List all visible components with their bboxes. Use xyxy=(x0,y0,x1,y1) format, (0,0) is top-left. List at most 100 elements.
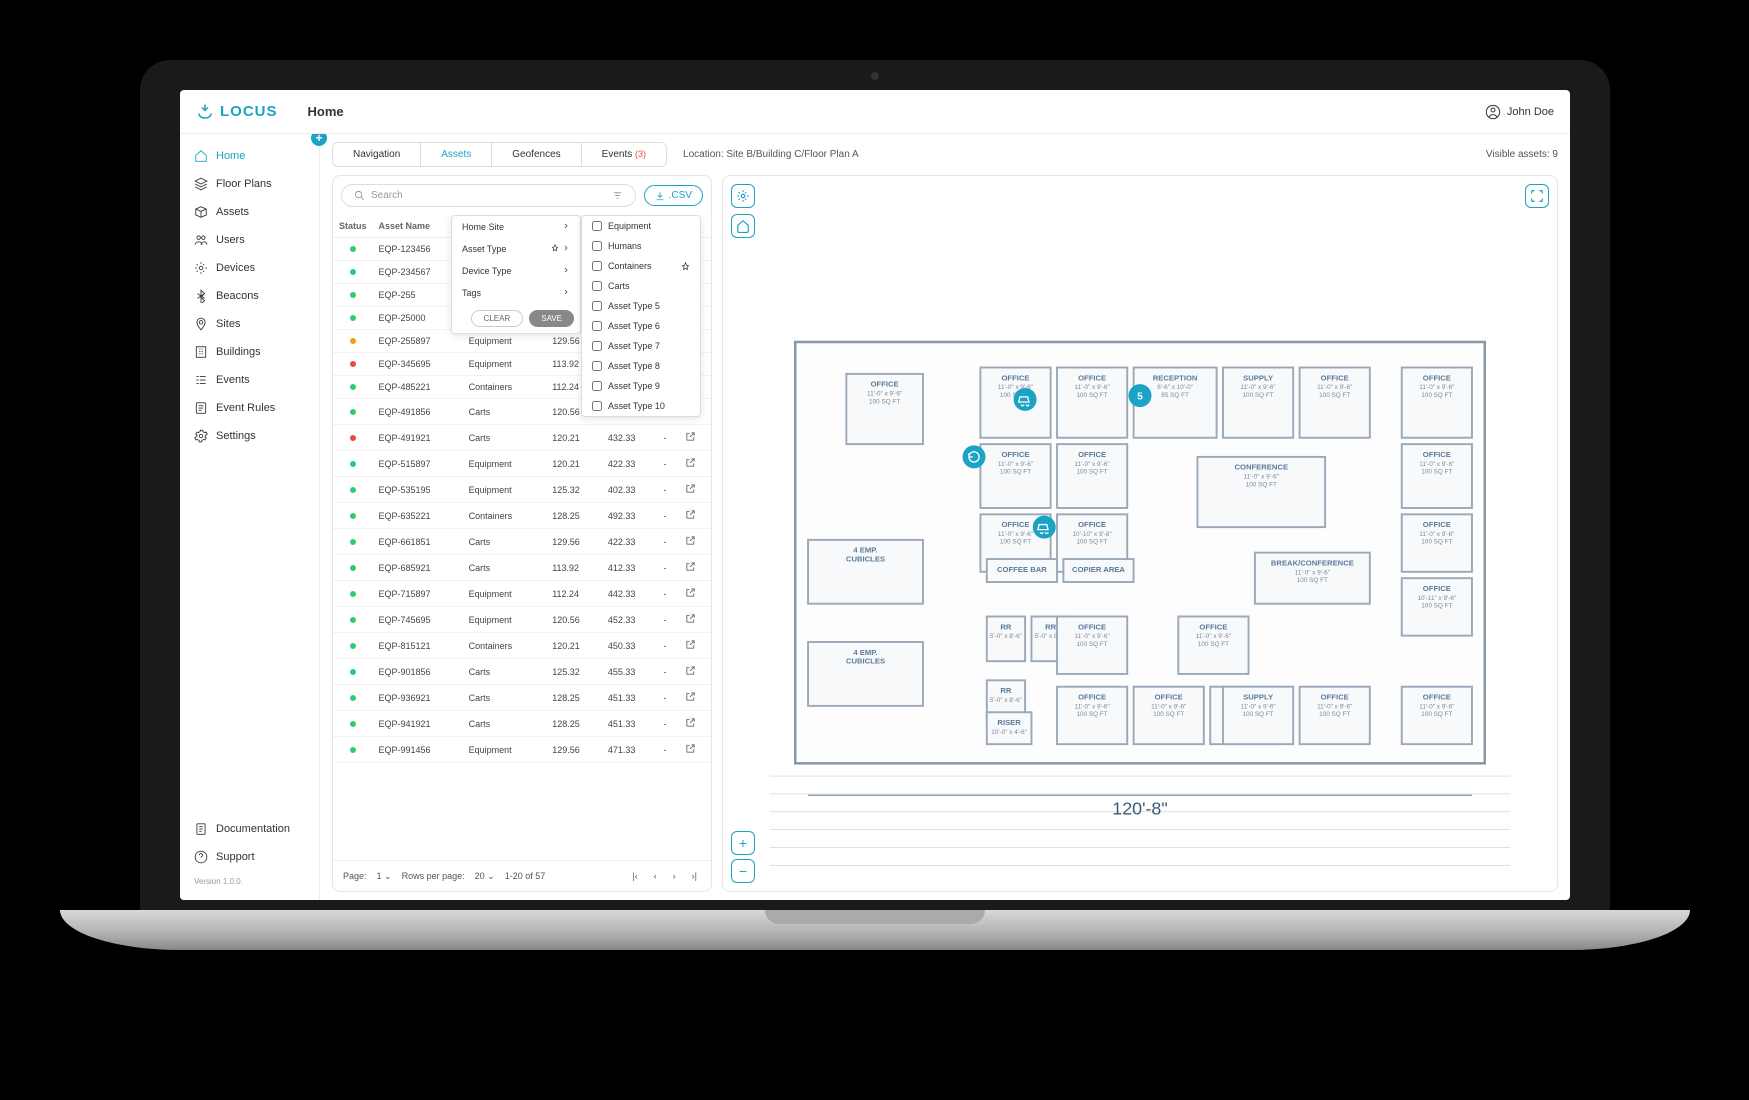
user-menu[interactable]: John Doe xyxy=(1485,104,1554,120)
asset-type-option[interactable]: Asset Type 9 xyxy=(582,376,700,396)
rows-select[interactable]: 20 ⌄ xyxy=(475,871,495,882)
room-sublabel: 100 SQ FT xyxy=(1421,603,1452,610)
table-row[interactable]: EQP-491921 Carts 120.21 432.33 - xyxy=(333,425,711,451)
checkbox[interactable] xyxy=(592,301,602,311)
sidebar-item-label: Devices xyxy=(216,262,255,274)
sidebar-item-assets[interactable]: Assets xyxy=(180,198,319,226)
table-row[interactable]: EQP-715897 Equipment 112.24 442.33 - xyxy=(333,581,711,607)
tab-geofences[interactable]: Geofences xyxy=(492,143,581,166)
filter-item-asset-type[interactable]: Asset Type xyxy=(452,238,580,260)
asset-type-option[interactable]: Asset Type 7 xyxy=(582,336,700,356)
floorplan-panel[interactable]: + − OFFICE11'-0" x 9'-6"100 SQ FTOFFICE1… xyxy=(722,175,1558,892)
logo[interactable]: LOCUS xyxy=(196,103,278,121)
table-row[interactable]: EQP-635221 Containers 128.25 492.33 - xyxy=(333,503,711,529)
asset-type-option[interactable]: Asset Type 10 xyxy=(582,396,700,416)
external-link-icon[interactable] xyxy=(685,509,696,520)
checkbox[interactable] xyxy=(592,341,602,351)
checkbox[interactable] xyxy=(592,381,602,391)
asset-type-option[interactable]: Asset Type 8 xyxy=(582,356,700,376)
external-link-icon[interactable] xyxy=(685,717,696,728)
tab-assets[interactable]: Assets xyxy=(421,143,492,166)
table-row[interactable]: EQP-936921 Carts 128.25 451.33 - xyxy=(333,685,711,711)
cell: - xyxy=(657,633,678,659)
page-first-button[interactable]: |‹ xyxy=(628,869,641,883)
asset-type-option[interactable]: Equipment xyxy=(582,216,700,236)
asset-type-option[interactable]: Humans xyxy=(582,236,700,256)
search-input[interactable]: Search xyxy=(341,184,636,207)
sidebar-item-home[interactable]: Home xyxy=(180,142,319,170)
download-csv-button[interactable]: .CSV xyxy=(644,185,703,206)
cell: 455.33 xyxy=(602,659,658,685)
external-link-icon[interactable] xyxy=(685,431,696,442)
sidebar-item-event-rules[interactable]: Event Rules xyxy=(180,394,319,422)
asset-name-cell: EQP-255897 xyxy=(373,330,463,353)
page-last-button[interactable]: ›| xyxy=(688,869,701,883)
table-row[interactable]: EQP-661851 Carts 129.56 422.33 - xyxy=(333,529,711,555)
cell xyxy=(679,425,711,451)
external-link-icon[interactable] xyxy=(685,561,696,572)
zoom-out-button[interactable]: − xyxy=(731,859,755,883)
sidebar-item-settings[interactable]: Settings xyxy=(180,422,319,450)
table-row[interactable]: EQP-745695 Equipment 120.56 452.33 - xyxy=(333,607,711,633)
filter-item-device-type[interactable]: Device Type xyxy=(452,260,580,282)
filter-clear-button[interactable]: CLEAR xyxy=(471,310,524,327)
filter-icon[interactable] xyxy=(612,190,623,201)
map-fullscreen-button[interactable] xyxy=(1525,184,1549,208)
external-link-icon[interactable] xyxy=(685,587,696,598)
filter-item-home-site[interactable]: Home Site xyxy=(452,216,580,238)
map-home-button[interactable] xyxy=(731,214,755,238)
gear-icon xyxy=(736,189,750,203)
table-row[interactable]: EQP-515897 Equipment 120.21 422.33 - xyxy=(333,451,711,477)
sidebar-item-users[interactable]: Users xyxy=(180,226,319,254)
tab-navigation[interactable]: Navigation xyxy=(333,143,421,166)
checkbox[interactable] xyxy=(592,361,602,371)
asset-type-option[interactable]: Asset Type 6 xyxy=(582,316,700,336)
sidebar-item-support[interactable]: Support xyxy=(180,843,319,871)
map-settings-button[interactable] xyxy=(731,184,755,208)
table-row[interactable]: EQP-941921 Carts 128.25 451.33 - xyxy=(333,711,711,737)
external-link-icon[interactable] xyxy=(685,639,696,650)
sidebar-item-floor-plans[interactable]: Floor Plans xyxy=(180,170,319,198)
checkbox[interactable] xyxy=(592,261,602,271)
table-row[interactable]: EQP-901856 Carts 125.32 455.33 - xyxy=(333,659,711,685)
sidebar-item-beacons[interactable]: Beacons xyxy=(180,282,319,310)
sidebar-item-documentation[interactable]: Documentation xyxy=(180,815,319,843)
zoom-in-button[interactable]: + xyxy=(731,831,755,855)
external-link-icon[interactable] xyxy=(685,665,696,676)
assets-panel: Search .CSV StatusAsset Nam xyxy=(332,175,712,892)
checkbox[interactable] xyxy=(592,281,602,291)
asset-marker[interactable] xyxy=(1014,388,1037,411)
checkbox[interactable] xyxy=(592,401,602,411)
tab-events[interactable]: Events (3) xyxy=(582,143,666,166)
external-link-icon[interactable] xyxy=(685,743,696,754)
external-link-icon[interactable] xyxy=(685,457,696,468)
checkbox[interactable] xyxy=(592,321,602,331)
table-row[interactable]: EQP-535195 Equipment 125.32 402.33 - xyxy=(333,477,711,503)
external-link-icon[interactable] xyxy=(685,613,696,624)
asset-type-option[interactable]: Containers xyxy=(582,256,700,276)
column-header[interactable]: Asset Name xyxy=(373,215,463,238)
page-prev-button[interactable]: ‹ xyxy=(650,869,661,883)
asset-type-option[interactable]: Carts xyxy=(582,276,700,296)
external-link-icon[interactable] xyxy=(685,535,696,546)
external-link-icon[interactable] xyxy=(685,483,696,494)
external-link-icon[interactable] xyxy=(685,691,696,702)
asset-marker[interactable] xyxy=(963,445,986,468)
column-header[interactable]: Status xyxy=(333,215,373,238)
asset-marker[interactable] xyxy=(1033,516,1056,539)
sidebar-item-sites[interactable]: Sites xyxy=(180,310,319,338)
page-title: Home xyxy=(278,104,1485,119)
table-row[interactable]: EQP-685921 Carts 113.92 412.33 - xyxy=(333,555,711,581)
checkbox[interactable] xyxy=(592,241,602,251)
sidebar-item-buildings[interactable]: Buildings xyxy=(180,338,319,366)
sidebar-item-devices[interactable]: Devices xyxy=(180,254,319,282)
filter-item-tags[interactable]: Tags xyxy=(452,282,580,304)
page-next-button[interactable]: › xyxy=(669,869,680,883)
checkbox[interactable] xyxy=(592,221,602,231)
filter-save-button[interactable]: SAVE xyxy=(529,310,574,327)
table-row[interactable]: EQP-815121 Containers 120.21 450.33 - xyxy=(333,633,711,659)
sidebar-item-events[interactable]: Events xyxy=(180,366,319,394)
asset-type-option[interactable]: Asset Type 5 xyxy=(582,296,700,316)
table-row[interactable]: EQP-991456 Equipment 129.56 471.33 - xyxy=(333,737,711,763)
page-select[interactable]: 1 ⌄ xyxy=(377,871,392,882)
